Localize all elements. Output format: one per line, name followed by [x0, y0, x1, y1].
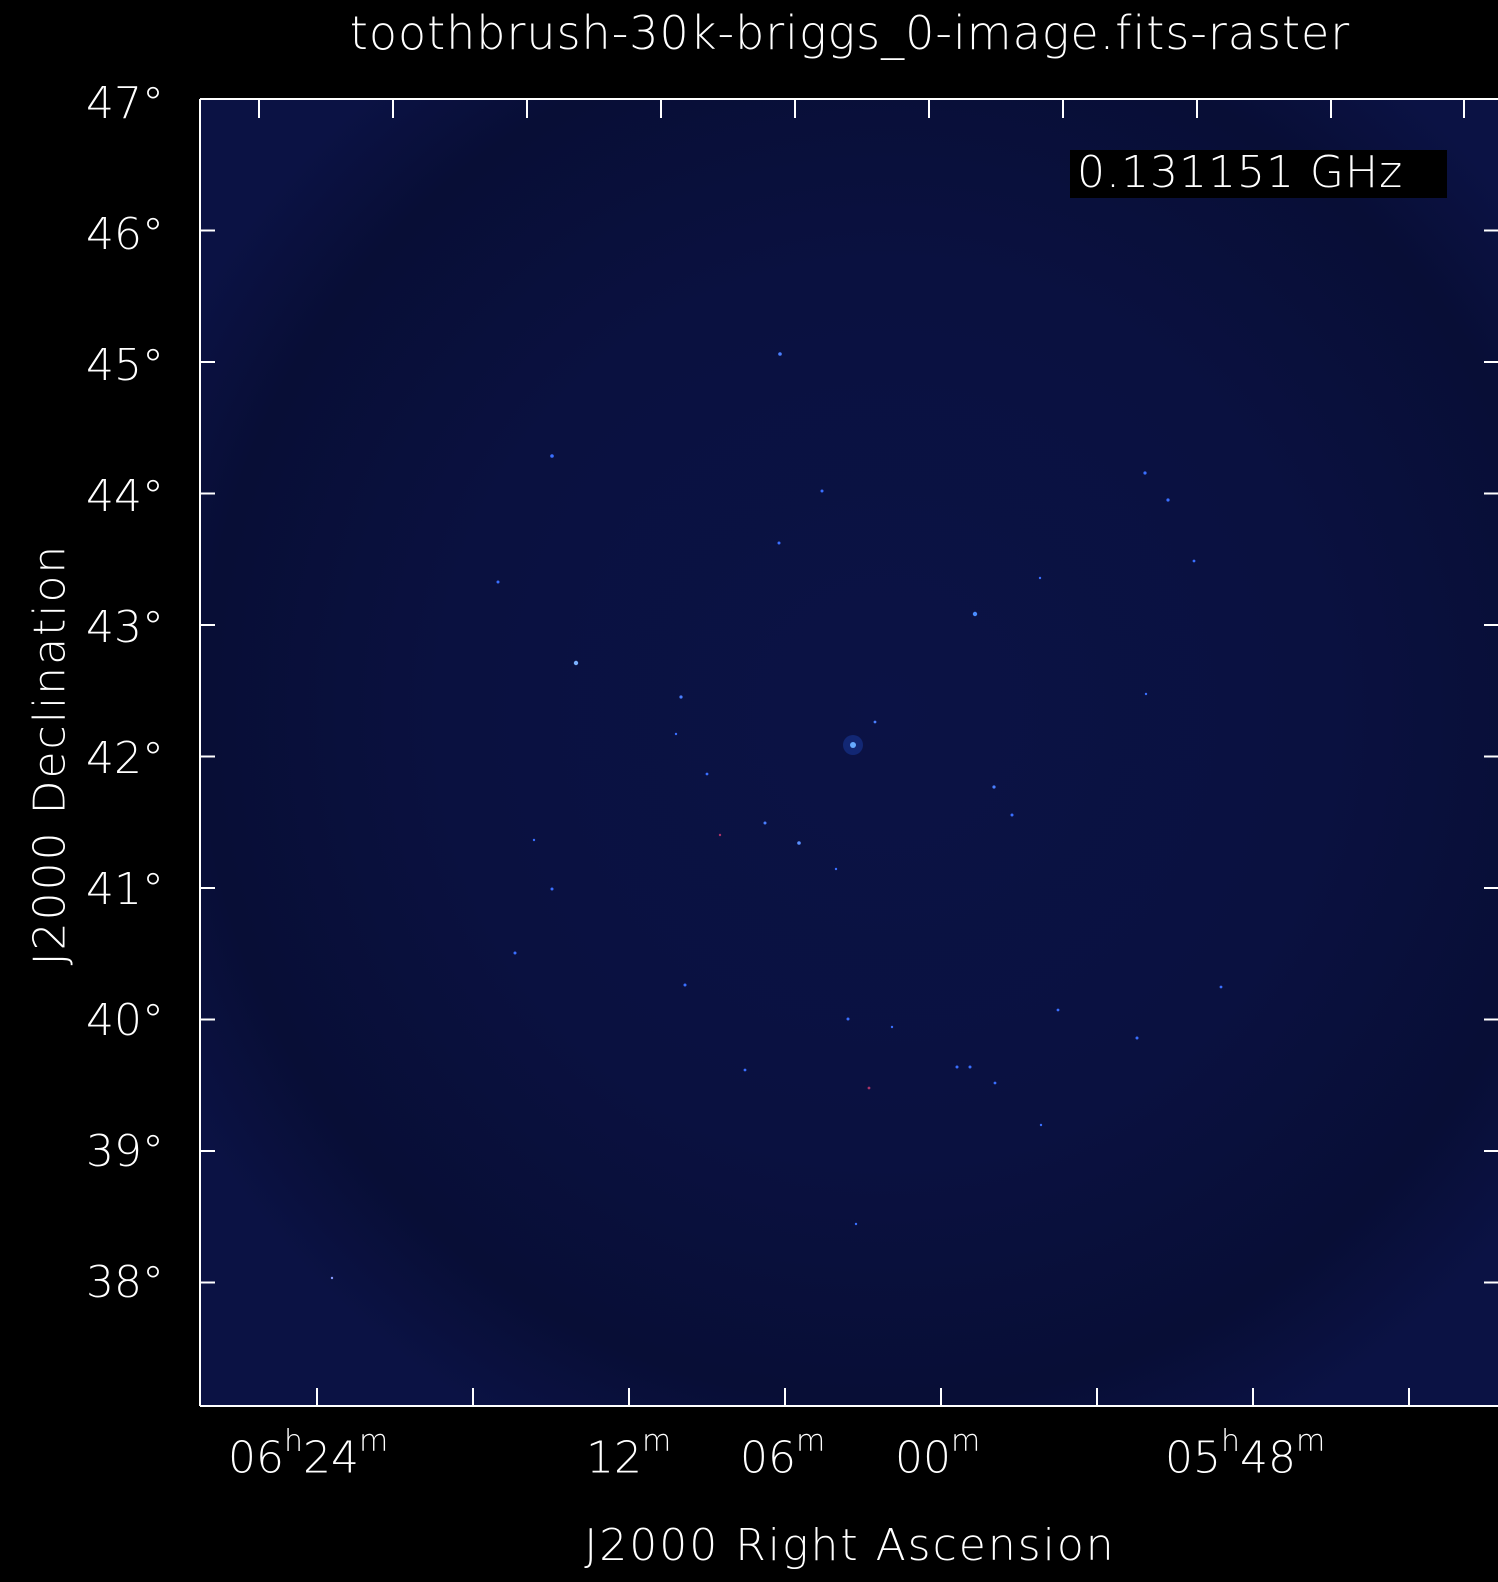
point-source	[890, 1025, 894, 1029]
point-source	[683, 983, 687, 987]
y-axis-label: J2000 Declination	[24, 543, 76, 966]
y-tick-label: 44°	[86, 471, 164, 522]
y-tick-label: 47°	[86, 78, 164, 129]
point-source	[763, 821, 767, 825]
radio-sources	[330, 352, 1223, 1280]
point-source	[1039, 1123, 1043, 1127]
plot-title: toothbrush-30k-briggs_0-image.fits-raste…	[349, 6, 1351, 60]
point-source	[777, 541, 781, 545]
point-source	[820, 489, 824, 493]
point-source	[1056, 1008, 1060, 1012]
point-source	[1166, 498, 1170, 502]
image-raster	[200, 99, 1498, 1406]
point-source	[850, 742, 856, 748]
x-tick-label: 06m	[740, 1424, 826, 1484]
axis-ticks	[200, 98, 1498, 1406]
point-source	[955, 1065, 959, 1069]
x-tick-label: 12m	[586, 1424, 672, 1484]
point-source	[1143, 471, 1147, 475]
point-source	[778, 352, 782, 356]
y-tick-label: 40°	[86, 995, 164, 1046]
frequency-box	[1070, 150, 1447, 198]
point-source	[1144, 692, 1148, 696]
point-source	[854, 1222, 858, 1226]
point-source	[679, 695, 683, 699]
point-source	[846, 1017, 850, 1021]
point-source	[718, 833, 722, 837]
point-source	[330, 1276, 334, 1280]
x-tick-label: 00m	[895, 1424, 981, 1484]
point-source	[992, 785, 996, 789]
point-source	[705, 772, 709, 776]
point-source	[993, 1081, 997, 1085]
y-tick-label: 43°	[86, 602, 164, 653]
point-source	[873, 720, 877, 724]
point-source	[674, 732, 678, 736]
x-axis-label: J2000 Right Ascension	[584, 1520, 1116, 1571]
point-source	[532, 838, 536, 842]
point-source	[550, 454, 554, 458]
point-source	[743, 1068, 747, 1072]
y-tick-label: 42°	[86, 733, 164, 784]
point-source	[550, 887, 554, 891]
point-source	[513, 951, 517, 955]
y-tick-label: 46°	[86, 209, 164, 260]
point-source	[867, 1086, 871, 1090]
point-source	[1010, 813, 1014, 817]
y-tick-label: 38°	[86, 1257, 164, 1308]
point-source	[496, 580, 500, 584]
y-tick-label: 41°	[86, 864, 164, 915]
point-source	[1038, 576, 1042, 580]
point-source	[1219, 985, 1223, 989]
plot-frame	[199, 98, 1498, 1407]
x-tick-label: 06h24m	[228, 1424, 389, 1484]
x-tick-label: 05h48m	[1165, 1424, 1326, 1484]
point-source	[968, 1065, 972, 1069]
frequency-label: 0.131151 GHz	[1077, 147, 1404, 198]
point-source	[834, 867, 838, 871]
point-source	[797, 841, 801, 845]
point-source	[1192, 559, 1196, 563]
y-tick-label: 39°	[86, 1126, 164, 1177]
y-tick-label: 45°	[86, 340, 164, 391]
point-source	[1135, 1036, 1139, 1040]
point-source	[573, 660, 579, 666]
point-source	[972, 611, 978, 617]
